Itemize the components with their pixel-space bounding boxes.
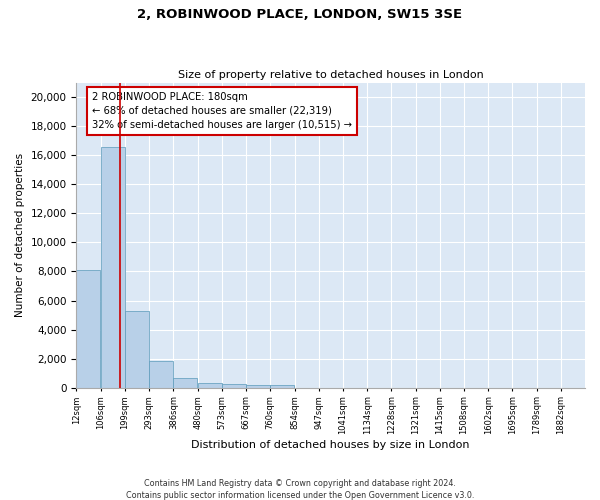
Bar	[149, 361, 173, 388]
Bar	[222, 384, 246, 388]
Bar	[125, 310, 149, 388]
Title: Size of property relative to detached houses in London: Size of property relative to detached ho…	[178, 70, 484, 81]
Bar	[101, 146, 125, 388]
Bar	[246, 385, 270, 388]
X-axis label: Distribution of detached houses by size in London: Distribution of detached houses by size …	[191, 440, 470, 450]
Bar	[173, 378, 197, 388]
Text: 2, ROBINWOOD PLACE, LONDON, SW15 3SE: 2, ROBINWOOD PLACE, LONDON, SW15 3SE	[137, 8, 463, 20]
Text: 2 ROBINWOOD PLACE: 180sqm
← 68% of detached houses are smaller (22,319)
32% of s: 2 ROBINWOOD PLACE: 180sqm ← 68% of detac…	[92, 92, 352, 130]
Bar	[270, 385, 294, 388]
Bar	[76, 270, 100, 388]
Text: Contains HM Land Registry data © Crown copyright and database right 2024.
Contai: Contains HM Land Registry data © Crown c…	[126, 478, 474, 500]
Bar	[197, 382, 222, 388]
Y-axis label: Number of detached properties: Number of detached properties	[15, 153, 25, 317]
